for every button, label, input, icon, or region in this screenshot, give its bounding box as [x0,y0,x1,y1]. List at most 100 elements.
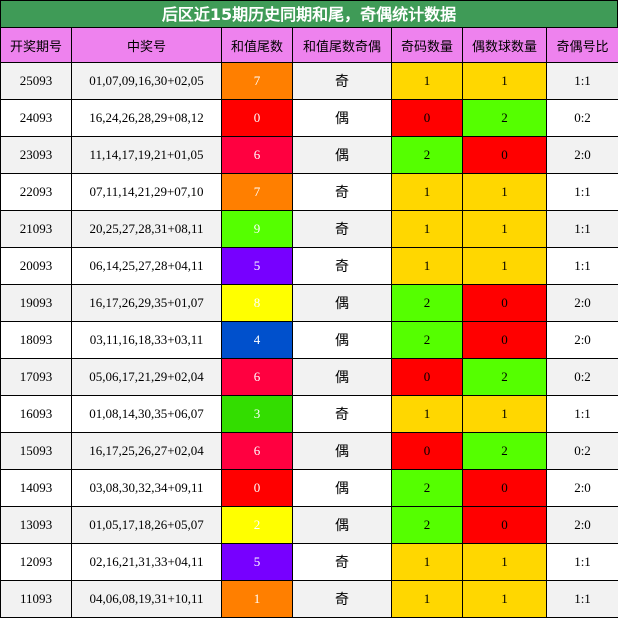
cell-parity: 偶 [292,136,392,174]
cell-period: 11093 [0,580,72,618]
cell-even-count: 1 [462,395,547,433]
cell-even-count: 2 [462,99,547,137]
table-row: 16093 01,08,14,30,35+06,07 3 奇 1 1 1:1 [0,395,618,433]
cell-numbers: 01,07,09,16,30+02,05 [71,62,222,100]
header-numbers: 中奖号 [71,27,222,63]
cell-ratio: 0:2 [546,358,618,396]
cell-odd-count: 1 [391,543,463,581]
cell-odd-count: 2 [391,469,463,507]
cell-period: 22093 [0,173,72,211]
cell-parity: 奇 [292,543,392,581]
header-even-count: 偶数球数量 [462,27,547,63]
cell-numbers: 01,08,14,30,35+06,07 [71,395,222,433]
cell-numbers: 16,17,26,29,35+01,07 [71,284,222,322]
cell-numbers: 04,06,08,19,31+10,11 [71,580,222,618]
cell-period: 20093 [0,247,72,285]
cell-period: 15093 [0,432,72,470]
cell-tail: 0 [221,99,293,137]
table-row: 13093 01,05,17,18,26+05,07 2 偶 2 0 2:0 [0,506,618,544]
cell-even-count: 0 [462,136,547,174]
cell-odd-count: 1 [391,173,463,211]
table-row: 22093 07,11,14,21,29+07,10 7 奇 1 1 1:1 [0,173,618,211]
table-row: 23093 11,14,17,19,21+01,05 6 偶 2 0 2:0 [0,136,618,174]
cell-parity: 奇 [292,580,392,618]
cell-numbers: 06,14,25,27,28+04,11 [71,247,222,285]
table-row: 15093 16,17,25,26,27+02,04 6 偶 0 2 0:2 [0,432,618,470]
cell-even-count: 1 [462,210,547,248]
cell-parity: 奇 [292,62,392,100]
cell-parity: 奇 [292,210,392,248]
cell-even-count: 0 [462,506,547,544]
cell-parity: 偶 [292,321,392,359]
table-body: 25093 01,07,09,16,30+02,05 7 奇 1 1 1:1 24093 16,… [0,62,618,618]
cell-tail: 7 [221,173,293,211]
cell-ratio: 2:0 [546,284,618,322]
cell-even-count: 1 [462,173,547,211]
table-row: 19093 16,17,26,29,35+01,07 8 偶 2 0 2:0 [0,284,618,322]
cell-tail: 5 [221,543,293,581]
cell-numbers: 11,14,17,19,21+01,05 [71,136,222,174]
table-row: 21093 20,25,27,28,31+08,11 9 奇 1 1 1:1 [0,210,618,248]
cell-tail: 6 [221,432,293,470]
cell-odd-count: 0 [391,432,463,470]
cell-period: 23093 [0,136,72,174]
cell-odd-count: 1 [391,62,463,100]
cell-odd-count: 0 [391,358,463,396]
cell-tail: 2 [221,506,293,544]
cell-numbers: 20,25,27,28,31+08,11 [71,210,222,248]
cell-numbers: 03,08,30,32,34+09,11 [71,469,222,507]
table-row: 18093 03,11,16,18,33+03,11 4 偶 2 0 2:0 [0,321,618,359]
cell-tail: 7 [221,62,293,100]
cell-ratio: 1:1 [546,543,618,581]
table-row: 14093 03,08,30,32,34+09,11 0 偶 2 0 2:0 [0,469,618,507]
cell-tail: 8 [221,284,293,322]
cell-ratio: 2:0 [546,506,618,544]
cell-odd-count: 2 [391,506,463,544]
cell-odd-count: 1 [391,395,463,433]
cell-odd-count: 1 [391,247,463,285]
cell-tail: 3 [221,395,293,433]
cell-period: 19093 [0,284,72,322]
cell-numbers: 16,24,26,28,29+08,12 [71,99,222,137]
header-tail: 和值尾数 [221,27,293,63]
cell-numbers: 03,11,16,18,33+03,11 [71,321,222,359]
cell-odd-count: 2 [391,136,463,174]
cell-even-count: 0 [462,469,547,507]
header-parity: 和值尾数奇偶 [292,27,392,63]
cell-tail: 9 [221,210,293,248]
cell-tail: 6 [221,136,293,174]
cell-parity: 偶 [292,506,392,544]
cell-numbers: 02,16,21,31,33+04,11 [71,543,222,581]
header-row: 开奖期号 中奖号 和值尾数 和值尾数奇偶 奇码数量 偶数球数量 奇偶号比 [0,27,618,63]
cell-period: 25093 [0,62,72,100]
cell-ratio: 0:2 [546,99,618,137]
cell-parity: 奇 [292,173,392,211]
header-period: 开奖期号 [0,27,72,63]
cell-parity: 偶 [292,432,392,470]
cell-ratio: 1:1 [546,580,618,618]
cell-numbers: 05,06,17,21,29+02,04 [71,358,222,396]
cell-even-count: 2 [462,432,547,470]
page-title: 后区近15期历史同期和尾，奇偶统计数据 [0,0,618,27]
cell-odd-count: 2 [391,284,463,322]
cell-period: 14093 [0,469,72,507]
table-row: 11093 04,06,08,19,31+10,11 1 奇 1 1 1:1 [0,580,618,618]
cell-ratio: 1:1 [546,395,618,433]
cell-period: 17093 [0,358,72,396]
header-odd-count: 奇码数量 [391,27,463,63]
table-row: 20093 06,14,25,27,28+04,11 5 奇 1 1 1:1 [0,247,618,285]
cell-period: 18093 [0,321,72,359]
cell-odd-count: 0 [391,99,463,137]
cell-tail: 4 [221,321,293,359]
cell-even-count: 1 [462,62,547,100]
cell-ratio: 1:1 [546,173,618,211]
cell-period: 24093 [0,99,72,137]
cell-period: 13093 [0,506,72,544]
cell-even-count: 1 [462,543,547,581]
cell-numbers: 16,17,25,26,27+02,04 [71,432,222,470]
cell-ratio: 1:1 [546,247,618,285]
cell-period: 16093 [0,395,72,433]
cell-tail: 0 [221,469,293,507]
table-row: 24093 16,24,26,28,29+08,12 0 偶 0 2 0:2 [0,99,618,137]
